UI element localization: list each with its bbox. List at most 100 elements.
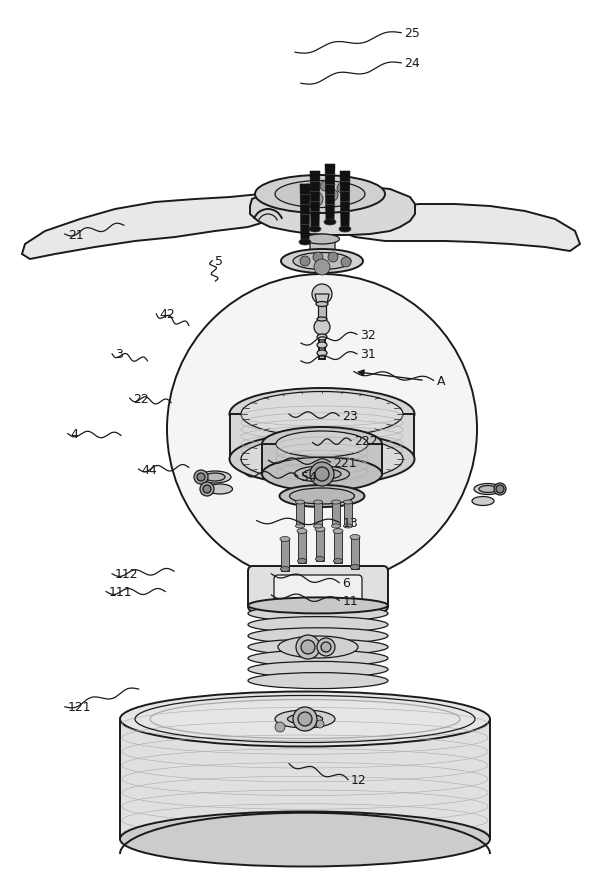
Ellipse shape bbox=[294, 466, 349, 483]
Ellipse shape bbox=[230, 433, 415, 486]
Ellipse shape bbox=[333, 529, 343, 534]
Ellipse shape bbox=[316, 302, 328, 307]
Circle shape bbox=[494, 484, 506, 495]
Polygon shape bbox=[351, 538, 359, 570]
Text: 32: 32 bbox=[360, 329, 376, 341]
Text: A: A bbox=[437, 375, 445, 387]
Text: 44: 44 bbox=[142, 463, 158, 476]
Ellipse shape bbox=[350, 535, 360, 540]
Polygon shape bbox=[300, 185, 310, 245]
Ellipse shape bbox=[313, 501, 323, 504]
Circle shape bbox=[293, 707, 317, 731]
Circle shape bbox=[301, 641, 315, 654]
FancyBboxPatch shape bbox=[274, 575, 362, 605]
Circle shape bbox=[200, 483, 214, 496]
Ellipse shape bbox=[332, 525, 340, 528]
Text: 112: 112 bbox=[115, 568, 139, 580]
Ellipse shape bbox=[248, 606, 388, 622]
Circle shape bbox=[203, 486, 211, 494]
Polygon shape bbox=[315, 295, 329, 305]
Circle shape bbox=[328, 253, 338, 263]
Ellipse shape bbox=[120, 692, 490, 747]
Ellipse shape bbox=[317, 318, 327, 322]
Ellipse shape bbox=[262, 457, 382, 492]
Circle shape bbox=[314, 320, 330, 336]
Polygon shape bbox=[340, 172, 350, 232]
Ellipse shape bbox=[333, 559, 343, 563]
Polygon shape bbox=[296, 502, 304, 526]
Circle shape bbox=[316, 720, 324, 728]
Text: 24: 24 bbox=[404, 58, 420, 70]
Polygon shape bbox=[314, 502, 322, 526]
Polygon shape bbox=[325, 205, 580, 252]
Ellipse shape bbox=[248, 662, 388, 678]
Ellipse shape bbox=[287, 714, 323, 724]
Ellipse shape bbox=[248, 628, 388, 644]
Ellipse shape bbox=[280, 567, 290, 571]
Text: 5: 5 bbox=[215, 255, 224, 268]
Ellipse shape bbox=[275, 182, 365, 208]
Ellipse shape bbox=[290, 488, 355, 504]
Polygon shape bbox=[230, 415, 414, 460]
Text: 12: 12 bbox=[351, 773, 367, 786]
Ellipse shape bbox=[313, 525, 323, 528]
Ellipse shape bbox=[199, 471, 231, 484]
Ellipse shape bbox=[248, 640, 388, 656]
Ellipse shape bbox=[241, 392, 403, 437]
Text: 111: 111 bbox=[109, 586, 133, 598]
Ellipse shape bbox=[317, 343, 327, 348]
Polygon shape bbox=[250, 188, 415, 236]
Circle shape bbox=[341, 258, 351, 268]
Ellipse shape bbox=[276, 431, 368, 457]
Ellipse shape bbox=[343, 525, 352, 528]
Ellipse shape bbox=[248, 598, 388, 614]
Circle shape bbox=[275, 722, 285, 732]
Text: 221: 221 bbox=[333, 456, 357, 469]
Text: 31: 31 bbox=[360, 348, 376, 361]
Polygon shape bbox=[298, 532, 306, 563]
Polygon shape bbox=[281, 540, 289, 571]
Ellipse shape bbox=[317, 351, 327, 356]
Circle shape bbox=[303, 185, 313, 195]
Circle shape bbox=[314, 260, 330, 276]
Text: 3: 3 bbox=[115, 348, 123, 361]
Circle shape bbox=[298, 712, 312, 727]
Circle shape bbox=[197, 473, 205, 481]
Ellipse shape bbox=[317, 335, 327, 340]
Ellipse shape bbox=[205, 473, 225, 481]
Text: 6: 6 bbox=[342, 577, 350, 589]
Ellipse shape bbox=[324, 220, 336, 226]
Ellipse shape bbox=[299, 240, 311, 245]
Ellipse shape bbox=[297, 559, 306, 563]
Ellipse shape bbox=[297, 529, 307, 534]
Polygon shape bbox=[310, 172, 320, 232]
Ellipse shape bbox=[248, 617, 388, 633]
Ellipse shape bbox=[474, 484, 502, 495]
Circle shape bbox=[315, 468, 329, 481]
Polygon shape bbox=[318, 305, 326, 320]
Circle shape bbox=[310, 462, 334, 486]
Polygon shape bbox=[22, 195, 278, 260]
Circle shape bbox=[194, 470, 208, 485]
Ellipse shape bbox=[303, 469, 341, 480]
Text: 54: 54 bbox=[301, 470, 317, 483]
Circle shape bbox=[317, 638, 335, 657]
Text: 4: 4 bbox=[71, 428, 78, 440]
Polygon shape bbox=[316, 530, 324, 562]
Text: 25: 25 bbox=[404, 27, 420, 40]
Circle shape bbox=[496, 486, 504, 494]
Text: 222: 222 bbox=[354, 435, 378, 447]
Ellipse shape bbox=[208, 485, 232, 494]
Text: 23: 23 bbox=[342, 410, 358, 423]
Text: 22: 22 bbox=[133, 392, 149, 405]
Ellipse shape bbox=[316, 557, 325, 562]
Ellipse shape bbox=[280, 537, 290, 542]
Text: 42: 42 bbox=[159, 308, 175, 321]
Polygon shape bbox=[319, 330, 325, 360]
Ellipse shape bbox=[281, 250, 363, 274]
Ellipse shape bbox=[280, 486, 365, 508]
Text: 11: 11 bbox=[342, 595, 358, 607]
Circle shape bbox=[313, 253, 323, 263]
Circle shape bbox=[312, 284, 332, 305]
Ellipse shape bbox=[230, 389, 415, 440]
